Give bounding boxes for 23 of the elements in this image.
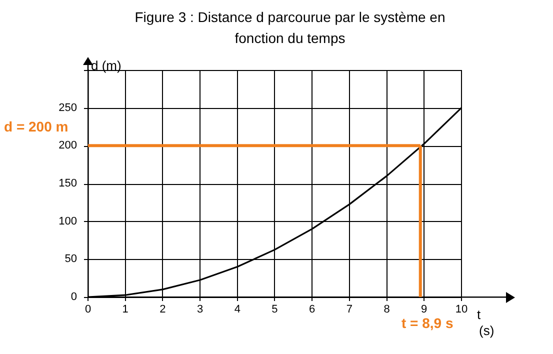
y-tick-label: 200 [58,140,77,152]
x-tick-label: 7 [346,304,352,316]
x-tick-label: 3 [196,304,204,316]
x-tick-label: 0 [84,304,92,316]
text: fonction du temps [234,30,346,46]
y-tick-label: 0 [70,291,77,304]
y-axis-title: d (m) [91,58,122,73]
y-tick-label: 100 [58,215,77,228]
x-tick-label: 1 [122,304,128,316]
x-tick-label: 6 [309,304,316,316]
x-tick-label: 10 [455,304,468,316]
y-tick-label: 50 [64,253,77,266]
x-axis-title: t (s) [477,307,494,338]
text: Figure 3 : Distance d parcourue par le système en [134,9,446,25]
y-tick-label: 150 [58,178,77,190]
y-tick-label: 250 [58,102,77,114]
ref-line-label: d = 200 m [4,118,68,135]
x-tick-label: 4 [234,304,240,316]
x-tick-label: 5 [272,304,278,316]
x-tick-label: 2 [160,304,166,316]
x-tick-label: 8 [384,304,390,316]
ref-line-label: t = 8,9 s [401,315,454,331]
x-tick-label: 9 [421,304,428,316]
